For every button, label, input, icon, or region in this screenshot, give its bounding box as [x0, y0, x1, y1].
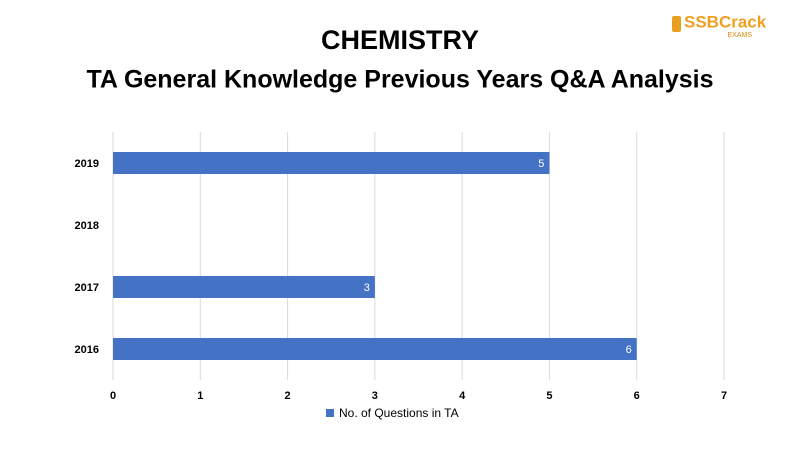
data-label: 5: [538, 158, 544, 170]
data-label: 6: [626, 344, 632, 356]
data-label: 3: [364, 282, 370, 294]
bar: [113, 338, 637, 360]
logo-name: SSBCrack: [684, 12, 767, 31]
legend-label: No. of Questions in TA: [339, 406, 459, 420]
y-tick-label: 2017: [75, 282, 99, 294]
x-tick-label: 3: [372, 390, 378, 402]
x-tick-label: 5: [546, 390, 552, 402]
logo: SSBCrack EXAMS: [672, 12, 767, 39]
logo-icon: [672, 16, 681, 32]
y-tick-label: 2018: [75, 220, 99, 232]
x-tick-label: 6: [634, 390, 640, 402]
y-tick-label: 2019: [75, 158, 99, 170]
logo-sub: EXAMS: [727, 32, 752, 39]
x-tick-label: 4: [459, 390, 466, 402]
x-tick-label: 7: [721, 390, 727, 402]
x-tick-label: 2: [285, 390, 291, 402]
x-tick-label: 0: [110, 390, 116, 402]
x-tick-label: 1: [197, 390, 203, 402]
legend-swatch: [326, 409, 334, 417]
bar: [113, 152, 550, 174]
chart-subtitle: TA General Knowledge Previous Years Q&A …: [86, 66, 713, 94]
bar: [113, 276, 375, 298]
y-tick-label: 2016: [75, 344, 99, 356]
chart-title: CHEMISTRY: [321, 25, 479, 55]
